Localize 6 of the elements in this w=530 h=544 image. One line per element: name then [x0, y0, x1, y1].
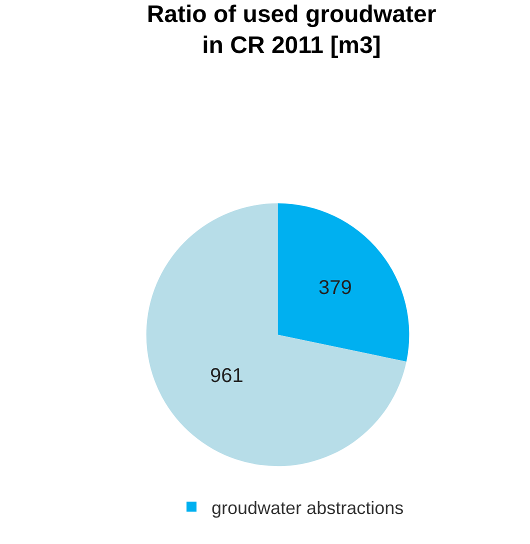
pie-slice: [278, 203, 410, 362]
data-label: 379: [318, 277, 352, 300]
chart-title: Ratio of used groudwater in CR 2011 [m3]: [146, 0, 436, 59]
data-label: 961: [210, 365, 244, 388]
pie-slice: [146, 203, 406, 466]
legend-label: groudwater abstractions: [212, 498, 404, 518]
